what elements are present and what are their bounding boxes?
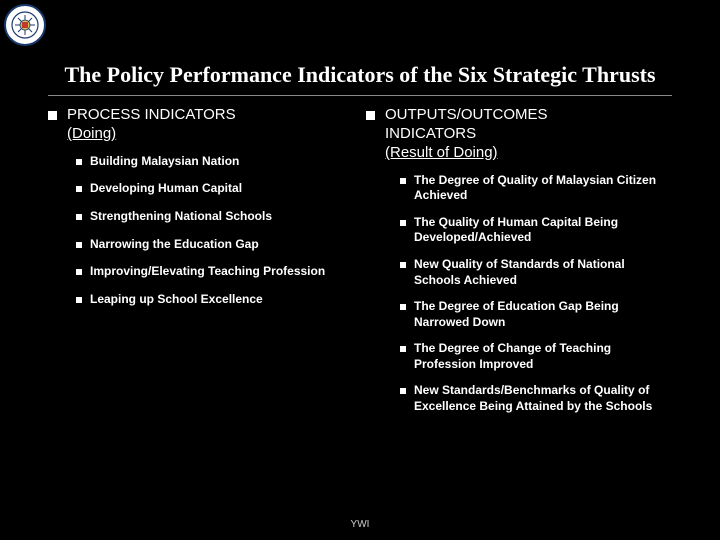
list-item: Strengthening National Schools xyxy=(76,209,354,225)
item-text: Building Malaysian Nation xyxy=(90,154,239,170)
right-list: The Degree of Quality of Malaysian Citiz… xyxy=(366,173,672,415)
logo xyxy=(4,4,46,46)
list-item: Narrowing the Education Gap xyxy=(76,237,354,253)
item-text: New Standards/Benchmarks of Quality of E… xyxy=(414,383,672,414)
bullet-icon xyxy=(400,346,406,352)
item-text: New Quality of Standards of National Sch… xyxy=(414,257,672,288)
footer-text: YWI xyxy=(0,519,720,530)
item-text: The Degree of Education Gap Being Narrow… xyxy=(414,299,672,330)
logo-circle xyxy=(4,4,46,46)
bullet-icon xyxy=(400,262,406,268)
item-text: Leaping up School Excellence xyxy=(90,292,263,308)
bullet-icon xyxy=(400,178,406,184)
bullet-icon xyxy=(76,159,82,165)
bullet-icon xyxy=(76,186,82,192)
item-text: Strengthening National Schools xyxy=(90,209,272,225)
title-divider xyxy=(48,95,672,96)
right-heading-line1: OUTPUTS/OUTCOMES xyxy=(385,106,548,123)
left-heading-line2: (Doing) xyxy=(67,125,116,142)
list-item: The Degree of Quality of Malaysian Citiz… xyxy=(400,173,672,204)
bullet-icon xyxy=(366,111,375,120)
list-item: The Degree of Education Gap Being Narrow… xyxy=(400,299,672,330)
bullet-icon xyxy=(400,388,406,394)
right-column: OUTPUTS/OUTCOMES INDICATORS (Result of D… xyxy=(366,106,672,425)
list-item: Developing Human Capital xyxy=(76,181,354,197)
list-item: The Degree of Change of Teaching Profess… xyxy=(400,341,672,372)
bullet-icon xyxy=(48,111,57,120)
list-item: New Quality of Standards of National Sch… xyxy=(400,257,672,288)
bullet-icon xyxy=(76,269,82,275)
item-text: Improving/Elevating Teaching Profession xyxy=(90,264,325,280)
list-item: Building Malaysian Nation xyxy=(76,154,354,170)
bullet-icon xyxy=(76,242,82,248)
bullet-icon xyxy=(76,214,82,220)
content-area: PROCESS INDICATORS (Doing) Building Mala… xyxy=(0,106,720,425)
list-item: New Standards/Benchmarks of Quality of E… xyxy=(400,383,672,414)
left-column: PROCESS INDICATORS (Doing) Building Mala… xyxy=(48,106,354,425)
right-heading-line2: INDICATORS xyxy=(385,125,476,142)
list-item: The Quality of Human Capital Being Devel… xyxy=(400,215,672,246)
item-text: Developing Human Capital xyxy=(90,181,242,197)
bullet-icon xyxy=(400,304,406,310)
item-text: The Degree of Quality of Malaysian Citiz… xyxy=(414,173,672,204)
list-item: Leaping up School Excellence xyxy=(76,292,354,308)
item-text: The Degree of Change of Teaching Profess… xyxy=(414,341,672,372)
right-heading: OUTPUTS/OUTCOMES INDICATORS (Result of D… xyxy=(366,106,672,162)
right-heading-line3: (Result of Doing) xyxy=(385,144,498,161)
item-text: The Quality of Human Capital Being Devel… xyxy=(414,215,672,246)
right-heading-text: OUTPUTS/OUTCOMES INDICATORS (Result of D… xyxy=(385,106,548,162)
left-heading-line1: PROCESS INDICATORS xyxy=(67,106,236,123)
logo-emblem-icon xyxy=(11,11,39,39)
list-item: Improving/Elevating Teaching Profession xyxy=(76,264,354,280)
left-heading-text: PROCESS INDICATORS (Doing) xyxy=(67,106,236,144)
left-list: Building Malaysian Nation Developing Hum… xyxy=(48,154,354,308)
bullet-icon xyxy=(76,297,82,303)
left-heading: PROCESS INDICATORS (Doing) xyxy=(48,106,354,144)
item-text: Narrowing the Education Gap xyxy=(90,237,259,253)
bullet-icon xyxy=(400,220,406,226)
slide-title: The Policy Performance Indicators of the… xyxy=(0,0,720,87)
